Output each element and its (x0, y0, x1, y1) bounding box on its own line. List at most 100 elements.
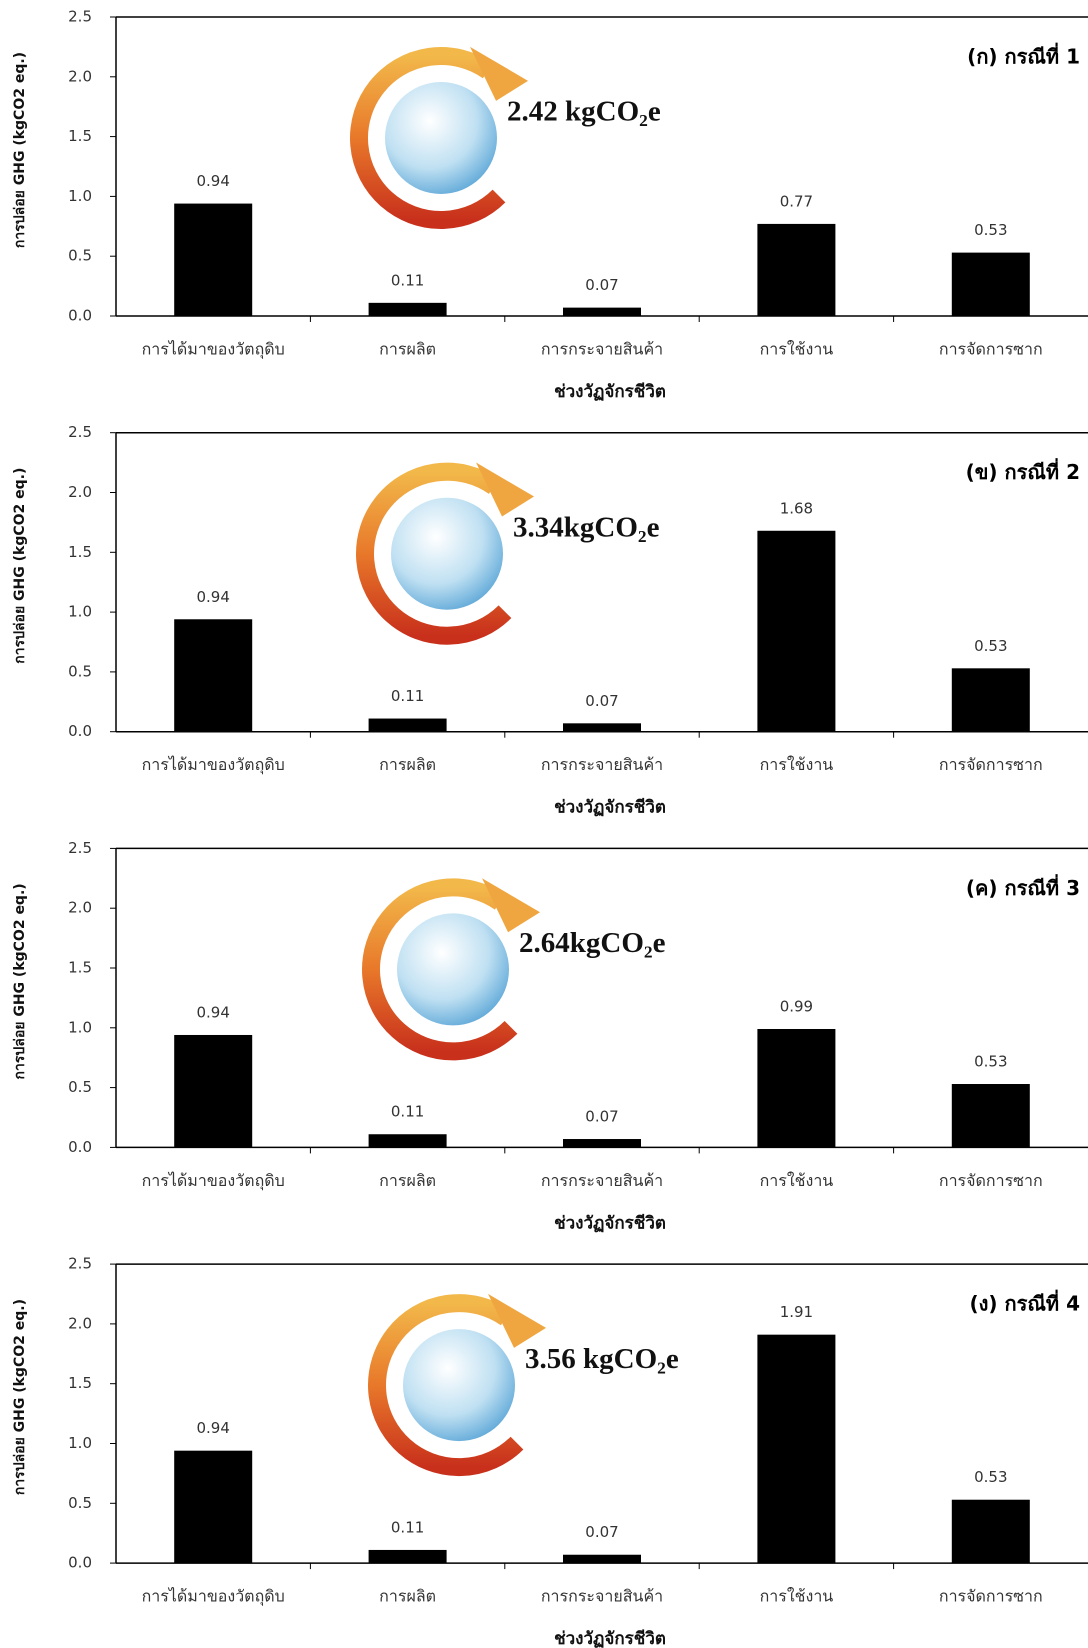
bar (563, 1555, 641, 1563)
value-label: 0.11 (391, 1103, 424, 1121)
y-tick-label: 2.0 (68, 899, 92, 917)
x-tick-label: การผลิต (379, 1587, 436, 1606)
bar (952, 253, 1030, 316)
y-tick-label: 0.5 (68, 662, 92, 680)
y-tick-label: 2.5 (68, 839, 92, 857)
globe (403, 1329, 515, 1441)
x-tick-label: การได้มาของวัตถุดิบ (142, 1587, 285, 1607)
y-tick-label: 2.5 (68, 423, 92, 441)
value-label: 0.07 (585, 1108, 618, 1126)
y-tick-label: 1.5 (68, 959, 92, 977)
y-tick-label: 2.5 (68, 1255, 92, 1273)
x-tick-label: การกระจายสินค้า (541, 340, 663, 359)
chart-panel: 0.00.51.01.52.02.53.56 kgCO₂e(ง) กรณีที่… (12, 1255, 1088, 1648)
bar (369, 1134, 447, 1147)
value-label: 0.07 (585, 276, 618, 294)
value-label: 0.11 (391, 687, 424, 705)
value-label: 0.07 (585, 692, 618, 710)
value-label: 0.94 (196, 172, 229, 190)
value-label: 0.53 (974, 637, 1007, 655)
x-tick-label: การจัดการซาก (939, 1587, 1043, 1606)
globe (397, 913, 509, 1025)
total-label: 2.42 kgCO₂e (507, 96, 661, 128)
x-tick-label: การกระจายสินค้า (541, 755, 663, 774)
bar (174, 1451, 252, 1563)
chart-panel: 0.0 0.5 1.0 1.5 2.0 2.5 2.64kgCO₂e (ค) กรณีที่ … (12, 839, 1088, 1234)
annotation: (ค) กรณีที่ 3 (966, 873, 1080, 900)
value-label: 0.99 (780, 997, 813, 1015)
x-tick-label: การใช้งาน (760, 1171, 834, 1190)
y-tick-label: 2.5 (68, 8, 92, 26)
annotation: (ข) กรณีที่ 2 (966, 457, 1080, 484)
x-tick-label: การจัดการซาก (939, 755, 1043, 774)
y-tick-label: 0.0 (68, 1138, 92, 1156)
y-tick-label: 1.0 (68, 187, 92, 205)
x-tick-label: การได้มาของวัตถุดิบ (142, 1171, 285, 1191)
bar (757, 1029, 835, 1147)
value-label: 0.94 (196, 1003, 229, 1021)
x-tick-label: การกระจายสินค้า (541, 1171, 663, 1190)
chart-panel: 0.00.51.01.52.02.53.34kgCO₂e(ข) กรณีที่ … (12, 423, 1088, 818)
x-axis-title: ช่วงวัฏจักรชีวิต (554, 797, 666, 818)
value-label: 0.77 (780, 192, 813, 210)
bar (174, 619, 252, 731)
x-tick-label: การใช้งาน (760, 340, 834, 359)
y-tick-label: 1.0 (68, 1018, 92, 1036)
y-tick-label: 1.5 (68, 1374, 92, 1392)
value-label: 0.11 (391, 271, 424, 289)
total-label: 2.64kgCO₂e (519, 927, 666, 959)
total-label: 3.34kgCO₂e (513, 511, 660, 543)
bar (563, 1139, 641, 1147)
y-tick-label: 0.5 (68, 247, 92, 265)
x-tick-label: การได้มาของวัตถุดิบ (142, 340, 285, 360)
bar (174, 204, 252, 316)
y-tick-label: 1.0 (68, 603, 92, 621)
bar (563, 308, 641, 316)
y-tick-label: 0.5 (68, 1078, 92, 1096)
globe (385, 82, 497, 194)
y-axis-title: การปล่อย GHG (kgCO2 eq.) (12, 468, 28, 664)
value-label: 0.53 (974, 1468, 1007, 1486)
x-axis-title: ช่วงวัฏจักรชีวิต (554, 1212, 666, 1233)
bar (952, 668, 1030, 731)
y-tick-label: 2.0 (68, 1314, 92, 1332)
bar (174, 1035, 252, 1147)
chart-figure: 0.0 0.5 1.0 1.5 2.0 2.5 2.42 kgCO₂e (ก) กรณีที่… (0, 0, 1088, 1648)
value-label: 0.07 (585, 1523, 618, 1541)
x-tick-label: การกระจายสินค้า (541, 1587, 663, 1606)
x-axis-title: ช่วงวัฏจักรชีวิต (554, 1628, 666, 1648)
chart-panel: 0.00.51.01.52.02.52.42 kgCO₂e(ก) กรณีที่… (12, 8, 1088, 403)
bar (952, 1500, 1030, 1563)
value-label: 1.68 (780, 499, 813, 517)
y-axis-title: การปล่อย GHG (kgCO2 eq.) (12, 1299, 28, 1495)
bar (369, 1550, 447, 1563)
y-tick-label: 2.0 (68, 67, 92, 85)
y-tick-label: 0.5 (68, 1494, 92, 1512)
bar (952, 1084, 1030, 1147)
x-tick-label: การผลิต (379, 340, 436, 359)
x-tick-label: การจัดการซาก (939, 1171, 1043, 1190)
globe (391, 498, 503, 610)
value-label: 0.53 (974, 1053, 1007, 1071)
x-tick-label: การผลิต (379, 755, 436, 774)
bar (369, 303, 447, 316)
total-label: 3.56 kgCO₂e (525, 1343, 679, 1375)
y-axis-title: การปล่อย GHG (kgCO2 eq.) (12, 883, 28, 1079)
bar (757, 224, 835, 316)
y-tick-label: 0.0 (68, 307, 92, 325)
x-tick-label: การใช้งาน (760, 755, 834, 774)
bar (563, 723, 641, 731)
value-label: 0.94 (196, 1419, 229, 1437)
y-tick-label: 1.0 (68, 1434, 92, 1452)
bar (757, 1335, 835, 1563)
value-label: 0.11 (391, 1518, 424, 1536)
y-tick-label: 2.0 (68, 483, 92, 501)
x-tick-label: การผลิต (379, 1171, 436, 1190)
x-tick-label: การจัดการซาก (939, 340, 1043, 359)
value-label: 1.91 (780, 1303, 813, 1321)
annotation: (ก) กรณีที่ 1 (967, 42, 1080, 69)
y-tick-label: 0.0 (68, 722, 92, 740)
x-axis-title: ช่วงวัฏจักรชีวิต (554, 381, 666, 402)
x-tick-label: การได้มาของวัตถุดิบ (142, 755, 285, 775)
value-label: 0.53 (974, 221, 1007, 239)
